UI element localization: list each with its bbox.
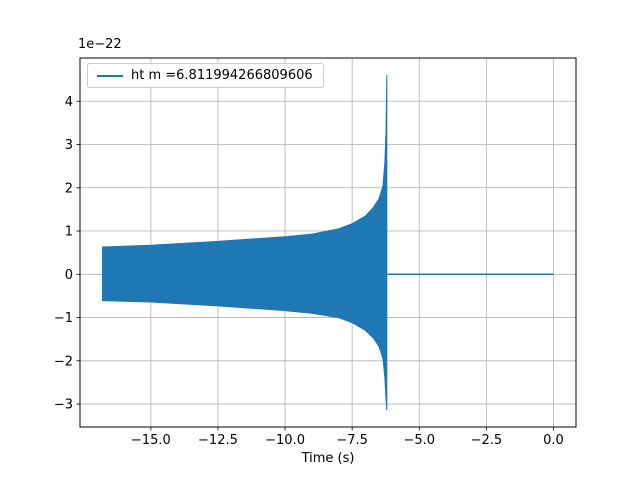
y-tick-label: 3 (65, 138, 73, 153)
x-tick-label: −2.5 (471, 433, 503, 448)
x-tick-label: −7.5 (336, 433, 368, 448)
x-tick-label: −12.5 (198, 433, 238, 448)
y-tick-label: −2 (54, 354, 73, 369)
x-tick-label: −15.0 (131, 433, 171, 448)
waveform-envelope (102, 74, 388, 411)
x-tick-label: 0.0 (543, 433, 564, 448)
y-tick-label: 4 (65, 95, 73, 110)
legend-label: ht m =6.811994266809606 (131, 68, 313, 83)
x-axis-label: Time (s) (301, 451, 355, 466)
y-tick-label: 1 (65, 225, 73, 240)
axes-spines (79, 57, 577, 428)
legend-line-sample (97, 74, 123, 77)
legend: ht m =6.811994266809606 (87, 63, 324, 88)
y-axis-offset-text: 1e−22 (78, 37, 122, 52)
y-tick-label: 0 (65, 268, 73, 283)
y-tick-label: −1 (54, 311, 73, 326)
y-tick-label: 2 (65, 181, 73, 196)
x-tick-label: −5.0 (403, 433, 435, 448)
y-tick-label: −3 (54, 398, 73, 413)
x-tick-label: −10.0 (265, 433, 305, 448)
